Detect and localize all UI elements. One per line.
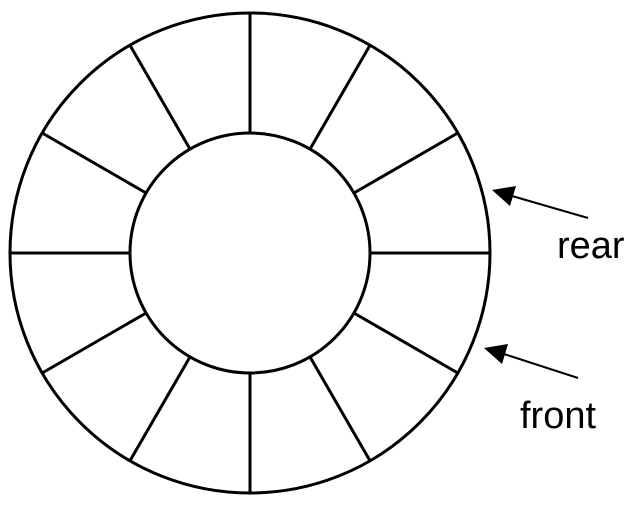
- slot-divider: [128, 44, 192, 150]
- rear-label: rear: [557, 225, 625, 267]
- inner-ring: [128, 131, 372, 375]
- rear-arrow: [511, 195, 589, 219]
- front-arrowhead: [484, 344, 508, 364]
- slot-divider: [353, 311, 459, 375]
- slot-divider: [128, 356, 192, 462]
- front-label: front: [520, 395, 596, 437]
- rear-arrowhead: [492, 186, 516, 206]
- slot-divider: [41, 131, 147, 195]
- slot-divider: [353, 131, 459, 195]
- slot-divider: [308, 44, 372, 150]
- front-pointer: front: [484, 344, 596, 437]
- rear-pointer: rear: [492, 186, 625, 267]
- front-arrow: [503, 353, 579, 379]
- slot-dividers: [10, 13, 490, 493]
- slot-divider: [41, 311, 147, 375]
- slot-divider: [308, 356, 372, 462]
